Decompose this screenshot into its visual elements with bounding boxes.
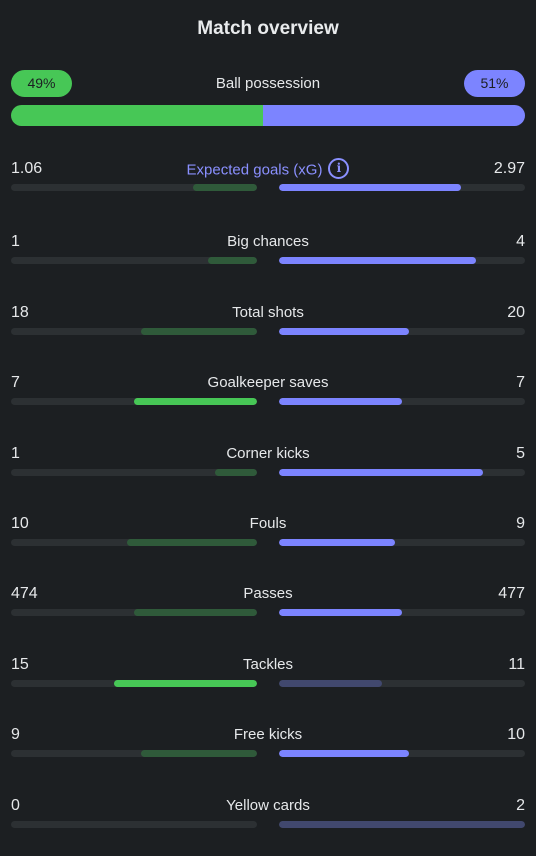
stat-away-bar — [279, 609, 525, 616]
stat-label-text: Tackles — [242, 656, 294, 673]
stat-away-bar-fill — [279, 184, 462, 191]
stat-home-bar — [11, 609, 257, 616]
stat-away-value: 7 — [516, 374, 525, 391]
stat-away-bar — [279, 821, 525, 828]
stat-label: Passes — [11, 585, 525, 602]
stat-away-bar — [279, 750, 525, 757]
stat-away-bar — [279, 680, 525, 687]
stat-home-bar — [11, 469, 257, 476]
stat-away-bar — [279, 469, 525, 476]
stat-home-bar — [11, 821, 257, 828]
stat-away-value: 9 — [516, 515, 525, 532]
stat-away-value: 2.97 — [493, 160, 525, 177]
away-possession-badge: 51% — [464, 70, 525, 97]
stat-away-bar-fill — [279, 680, 383, 687]
stat-row: 1.06 Expected goals (xG) i 2.97 — [11, 158, 525, 200]
stat-label-text: Free kicks — [233, 726, 303, 743]
stat-label: Goalkeeper saves — [11, 374, 525, 391]
stat-row: 1 Big chances 4 — [11, 233, 525, 273]
stat-away-bar — [279, 539, 525, 546]
possession-header: 49% Ball possession 51% — [11, 70, 525, 97]
stat-home-bar — [11, 184, 257, 191]
stat-away-bar-fill — [279, 257, 476, 264]
stat-row: 0 Yellow cards 2 — [11, 797, 525, 837]
stat-away-value: 10 — [507, 726, 525, 743]
stat-row: 1 Corner kicks 5 — [11, 445, 525, 485]
stat-home-bar-fill — [141, 750, 257, 757]
stat-home-bar — [11, 257, 257, 264]
stat-label-text: Big chances — [227, 233, 309, 250]
stat-home-bar-fill — [193, 184, 257, 191]
stat-home-value: 0 — [11, 797, 20, 814]
home-possession-badge: 49% — [11, 70, 72, 97]
stat-away-bar — [279, 257, 525, 264]
stat-label: Yellow cards — [11, 797, 525, 814]
stat-home-value: 10 — [11, 515, 29, 532]
stat-row: 15 Tackles 11 — [11, 656, 525, 696]
stat-home-value: 1.06 — [11, 160, 43, 177]
stat-away-value: 5 — [516, 445, 525, 462]
info-icon[interactable]: i — [328, 158, 350, 179]
stat-home-bar-fill — [134, 398, 257, 405]
page-title: Match overview — [197, 18, 339, 39]
stat-home-value: 7 — [11, 374, 20, 391]
stat-home-bar-fill — [114, 680, 257, 687]
stat-away-value: 2 — [516, 797, 525, 814]
stat-row: 18 Total shots 20 — [11, 304, 525, 344]
stat-home-bar-fill — [134, 609, 257, 616]
stat-away-bar-fill — [279, 609, 402, 616]
stat-away-bar-fill — [279, 750, 410, 757]
possession-bar-away — [262, 105, 525, 126]
stat-label-text: Corner kicks — [226, 445, 310, 462]
stat-home-bar-fill — [141, 328, 257, 335]
stat-label-text: Goalkeeper saves — [207, 374, 329, 391]
stat-label-text: Expected goals (xG) — [186, 161, 323, 179]
stat-row: 9 Free kicks 10 — [11, 726, 525, 766]
possession-bar — [11, 105, 525, 126]
stat-label-text: Passes — [243, 585, 293, 602]
stat-away-value: 477 — [498, 585, 525, 602]
stat-home-bar — [11, 398, 257, 405]
stat-row: 7 Goalkeeper saves 7 — [11, 374, 525, 414]
stat-label-text: Total shots — [232, 304, 304, 321]
stat-away-bar-fill — [279, 821, 525, 828]
stat-label: Fouls — [11, 515, 525, 532]
stat-home-value: 18 — [11, 304, 29, 321]
stat-home-bar — [11, 539, 257, 546]
stat-away-bar — [279, 328, 525, 335]
stat-home-value: 15 — [11, 656, 29, 673]
stat-home-bar-fill — [215, 469, 257, 476]
stat-away-bar-fill — [279, 328, 410, 335]
stat-home-value: 1 — [11, 233, 20, 250]
stat-label-text: Fouls — [249, 515, 287, 532]
stat-home-value: 9 — [11, 726, 20, 743]
stat-label: Big chances — [11, 233, 525, 250]
stat-away-value: 20 — [507, 304, 525, 321]
stat-home-bar-fill — [207, 257, 257, 264]
stat-label: Free kicks — [11, 726, 525, 743]
stat-away-bar-fill — [279, 398, 402, 405]
stat-home-bar-fill — [126, 539, 257, 546]
possession-bar-home — [11, 105, 263, 126]
stat-home-bar — [11, 680, 257, 687]
stat-home-value: 474 — [11, 585, 38, 602]
stat-away-value: 11 — [508, 656, 525, 673]
stat-away-bar — [279, 398, 525, 405]
stat-away-value: 4 — [516, 233, 525, 250]
stat-row: 474 Passes 477 — [11, 585, 525, 625]
stat-away-bar — [279, 184, 525, 191]
stat-label: Corner kicks — [11, 445, 525, 462]
stat-away-bar-fill — [279, 469, 484, 476]
stat-label: Tackles — [11, 656, 525, 673]
stat-label: Total shots — [11, 304, 525, 321]
stat-label[interactable]: Expected goals (xG) i — [11, 158, 525, 181]
stat-home-bar — [11, 328, 257, 335]
possession-label: Ball possession — [215, 75, 321, 92]
stat-row: 10 Fouls 9 — [11, 515, 525, 555]
stat-home-bar — [11, 750, 257, 757]
stat-away-bar-fill — [279, 539, 395, 546]
stat-label-text: Yellow cards — [226, 797, 310, 814]
stat-home-value: 1 — [11, 445, 20, 462]
